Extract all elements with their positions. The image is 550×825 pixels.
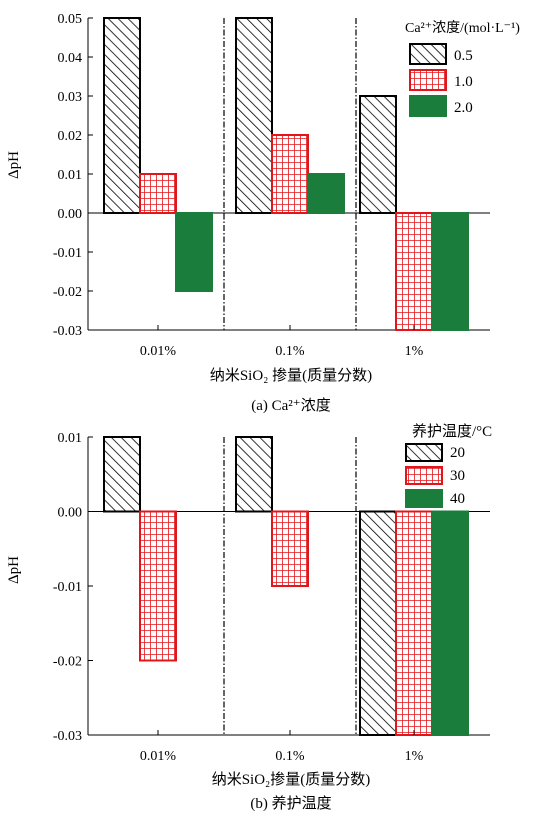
chart-a-legend-title: Ca²⁺浓度/(mol·L⁻¹)	[405, 20, 520, 36]
legend-label-2.0: 2.0	[454, 100, 473, 116]
legend-swatch-20	[405, 443, 443, 462]
legend-swatch-40	[405, 489, 443, 508]
legend-swatch-2.0	[409, 95, 447, 117]
bar-2.0-0.01%	[175, 212, 213, 292]
chart-b-legend-title: 养护温度/°C	[412, 423, 492, 440]
chart-a-legend: Ca²⁺浓度/(mol·L⁻¹) 0.5 1.0 2.0	[405, 20, 520, 117]
bar-1.0-0.01%	[139, 173, 177, 214]
bar-20-1%	[359, 510, 397, 736]
y-tick-label: 0.00	[58, 506, 83, 521]
bar-40-1%	[431, 510, 469, 736]
bar-30-0.1%	[271, 510, 309, 587]
bar-30-0.01%	[139, 510, 177, 662]
legend-swatch-0.5	[409, 43, 447, 65]
bar-1.0-0.1%	[271, 134, 309, 214]
bar-2.0-1%	[431, 212, 469, 331]
y-tick-label: -0.03	[53, 324, 82, 339]
chart-a-ticks: 0.05 0.04 0.03 0.02 0.01 0.00 -0.01 -0.02 -0.03 0…	[53, 12, 424, 359]
chart-b-caption: (b) 养护温度	[250, 795, 331, 812]
y-tick-label: 0.03	[58, 90, 83, 105]
x-tick-label: 0.1%	[275, 344, 305, 359]
legend-swatch-30	[405, 466, 443, 485]
legend-label-20: 20	[450, 445, 465, 461]
bar-20-0.1%	[235, 436, 273, 513]
bar-20-0.01%	[103, 436, 141, 513]
x-tick-label: 0.01%	[140, 344, 177, 359]
y-tick-label: -0.02	[53, 655, 82, 670]
chart-b-xlabel: 纳米SiO₂掺量(质量分数)	[212, 771, 371, 788]
legend-swatch-1.0	[409, 69, 447, 91]
chart-a-xlabel: 纳米SiO₂ 掺量(质量分数)	[210, 367, 372, 384]
x-tick-label: 1%	[405, 344, 424, 359]
bar-30-1%	[395, 510, 433, 736]
legend-label-1.0: 1.0	[454, 74, 473, 90]
chart-b-ylabel: ΔpH	[6, 556, 22, 584]
bar-1.0-1%	[395, 212, 433, 331]
bar-0.5-0.01%	[103, 17, 141, 214]
y-tick-label: 0.01	[58, 168, 83, 183]
y-tick-label: -0.03	[53, 729, 82, 744]
legend-label-40: 40	[450, 491, 465, 507]
bar-0.5-1%	[359, 95, 397, 214]
chart-a-bars	[103, 17, 469, 331]
bar-0.5-0.1%	[235, 17, 273, 214]
chart-b-ticks: 0.01 0.00 -0.01 -0.02 -0.03 0.01% 0.1% 1%	[53, 431, 424, 764]
bar-2.0-0.1%	[307, 173, 345, 214]
legend-label-30: 30	[450, 468, 465, 484]
chart-b-bars	[103, 436, 469, 736]
x-tick-label: 0.01%	[140, 749, 177, 764]
y-tick-label: 0.05	[58, 12, 83, 27]
y-tick-label: -0.01	[53, 580, 82, 595]
chart-curing-temperature: 0.01 0.00 -0.01 -0.02 -0.03 0.01% 0.1% 1% 养护温度/…	[6, 423, 492, 812]
y-tick-label: 0.04	[58, 51, 83, 66]
chart-a-ylabel: ΔpH	[6, 151, 22, 179]
x-tick-label: 0.1%	[275, 749, 305, 764]
chart-b-legend: 养护温度/°C 20 30 40	[405, 423, 492, 508]
y-tick-label: -0.01	[53, 246, 82, 261]
y-tick-label: 0.00	[58, 207, 83, 222]
legend-label-0.5: 0.5	[454, 48, 473, 64]
x-tick-label: 1%	[405, 749, 424, 764]
y-tick-label: 0.02	[58, 129, 83, 144]
y-tick-label: 0.01	[58, 431, 83, 446]
chart-a-caption: (a) Ca²⁺浓度	[251, 397, 330, 414]
y-tick-label: -0.02	[53, 285, 82, 300]
chart-ca-concentration: 0.05 0.04 0.03 0.02 0.01 0.00 -0.01 -0.02 -0.03 0…	[6, 12, 520, 414]
